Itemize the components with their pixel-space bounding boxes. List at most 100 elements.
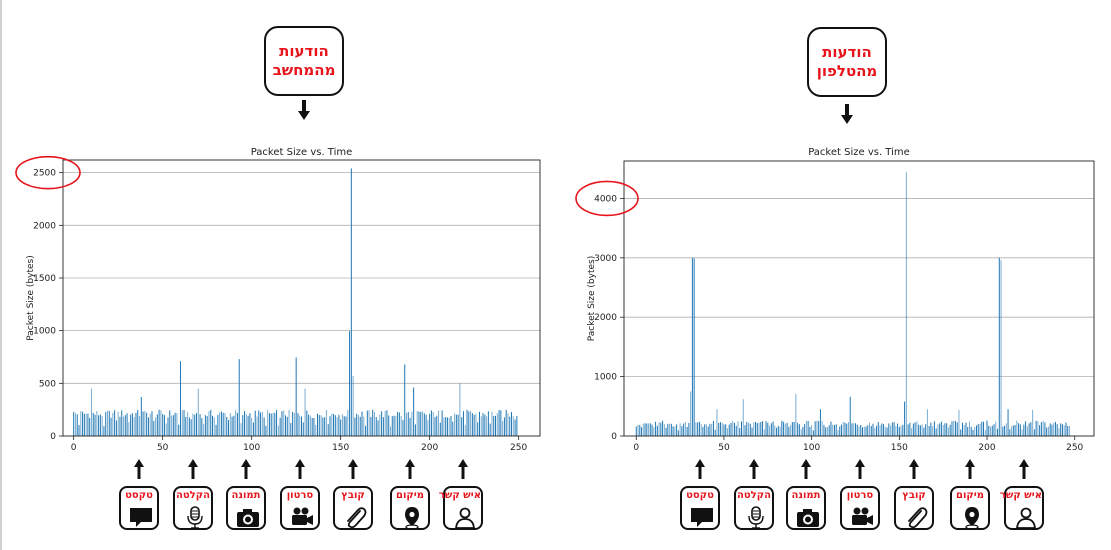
bar: [268, 413, 270, 436]
bar: [336, 417, 338, 436]
bar: [711, 423, 713, 436]
message-type-card: טקסט: [680, 486, 720, 530]
bar: [735, 425, 737, 436]
bar: [222, 412, 224, 436]
bar: [923, 427, 925, 436]
bar: [301, 416, 302, 436]
bar: [821, 420, 823, 436]
bar: [516, 415, 518, 436]
up-arrow-shaft: [968, 465, 972, 479]
bar: [897, 423, 899, 436]
bar-spike: [1032, 409, 1034, 436]
bar: [386, 410, 388, 436]
bar: [249, 413, 251, 436]
bar: [153, 420, 155, 436]
down-arrow-shaft: [845, 104, 849, 116]
bar: [363, 416, 365, 436]
bar: [409, 417, 411, 436]
bar: [837, 430, 839, 436]
bar: [507, 413, 509, 436]
bar: [800, 429, 802, 436]
bar: [155, 417, 157, 436]
bar: [953, 420, 955, 436]
bar: [445, 417, 447, 436]
bar: [954, 421, 956, 436]
bar: [318, 415, 320, 436]
bar: [972, 429, 974, 436]
chart-title: Packet Size vs. Time: [808, 147, 910, 158]
bar: [679, 423, 681, 436]
bar: [149, 413, 151, 436]
bar: [976, 425, 977, 436]
bar: [704, 424, 706, 436]
bar: [302, 422, 304, 436]
bar: [1018, 423, 1020, 436]
bar: [236, 412, 238, 436]
y-tick-label: 2000: [33, 221, 56, 231]
bar-spike: [795, 393, 797, 436]
bar: [495, 415, 496, 436]
bar: [169, 410, 171, 436]
message-type-label: מיקום: [956, 490, 984, 501]
bar-spike: [90, 388, 92, 436]
bar: [793, 422, 795, 436]
bar: [226, 417, 228, 436]
message-type-label: תמונה: [791, 490, 821, 501]
bar-spike: [1000, 260, 1002, 436]
bar: [327, 424, 329, 436]
paperclip-icon: [908, 507, 928, 529]
bar: [457, 414, 459, 436]
bar: [665, 427, 667, 436]
bar: [480, 416, 482, 436]
bar: [712, 420, 714, 436]
up-arrow-head: [855, 459, 865, 467]
bar: [220, 411, 222, 436]
bar: [306, 410, 308, 436]
bar: [147, 417, 149, 436]
bar: [737, 421, 739, 436]
bar-spike: [1007, 409, 1009, 436]
bar: [753, 422, 755, 436]
bar: [486, 416, 488, 436]
up-arrow-head: [695, 459, 705, 467]
bar: [195, 413, 197, 436]
bar: [377, 420, 379, 436]
bar: [774, 425, 776, 436]
bar: [397, 411, 399, 436]
up-arrow-shaft: [298, 465, 302, 479]
bar: [99, 414, 101, 436]
bar: [366, 410, 368, 436]
bar: [388, 415, 390, 436]
video-camera-icon: [292, 507, 313, 525]
bar: [681, 426, 683, 436]
bar: [1063, 425, 1065, 436]
video-camera-icon: [852, 507, 873, 525]
bar: [637, 424, 639, 436]
x-tick-label: 150: [332, 443, 349, 453]
bar-spike: [413, 387, 415, 436]
y-tick-label: 1000: [33, 327, 56, 337]
bar: [365, 425, 367, 436]
y-tick-label: 0: [50, 432, 56, 442]
bar: [252, 422, 254, 436]
bar: [719, 422, 721, 436]
bar: [746, 421, 748, 436]
bar: [356, 413, 358, 436]
bar: [389, 426, 391, 436]
paperclip-icon: [347, 507, 367, 529]
bar: [372, 409, 374, 436]
bar: [1014, 425, 1016, 436]
bar: [798, 424, 800, 436]
bar: [511, 411, 513, 436]
message-type-label: קובץ: [341, 490, 365, 501]
x-tick-label: 250: [1066, 443, 1083, 453]
bar: [357, 414, 359, 436]
bar: [935, 428, 937, 436]
bar: [844, 422, 846, 436]
bar: [858, 426, 860, 436]
up-arrow-shaft: [137, 465, 141, 479]
bar: [418, 411, 420, 436]
person-icon: [1015, 507, 1037, 529]
bar: [977, 424, 979, 436]
bar: [171, 415, 173, 436]
